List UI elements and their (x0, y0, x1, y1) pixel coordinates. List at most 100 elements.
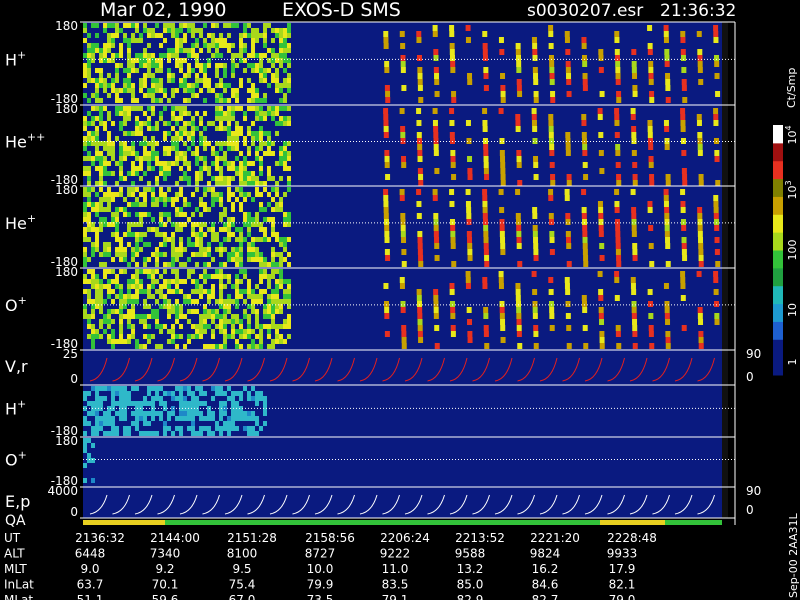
spectrogram-cell (231, 88, 235, 93)
spectrogram-cell (195, 156, 199, 161)
spectrogram-cell (147, 289, 151, 294)
spectrogram-cell (231, 416, 235, 421)
y-tick-label: -180 (51, 92, 78, 106)
spectrogram-cell (279, 28, 283, 33)
spectrogram-cell (99, 262, 103, 267)
spectrogram-cell (195, 386, 199, 391)
spectrogram-cell (243, 334, 247, 339)
spectrogram-cell (267, 48, 271, 53)
spectrogram-cell (465, 25, 471, 31)
spectrogram-cell (115, 217, 119, 222)
spectrogram-cell (255, 237, 259, 242)
spectrogram-cell (179, 314, 183, 319)
spectrogram-cell (582, 225, 588, 231)
spectrogram-cell (187, 111, 191, 116)
spectrogram-cell (99, 222, 103, 227)
spectrogram-cell (215, 324, 219, 329)
spectrogram-cell (83, 421, 87, 426)
spectrogram-cell (135, 284, 139, 289)
spectrogram-cell (566, 343, 572, 349)
spectrogram-cell (207, 83, 211, 88)
spectrogram-cell (263, 116, 267, 121)
spectrogram-cell (267, 304, 271, 309)
spectrogram-cell (99, 207, 103, 212)
spectrogram-cell (215, 166, 219, 171)
spectrogram-cell (215, 247, 219, 252)
spectrogram-cell (91, 401, 95, 406)
spectrogram-cell (565, 49, 571, 55)
spectrogram-cell (103, 58, 107, 63)
spectrogram-cell (95, 329, 99, 334)
spectrogram-cell (433, 219, 439, 225)
spectrogram-cell (127, 78, 131, 83)
spectrogram-cell (598, 150, 604, 156)
spectrogram-cell (259, 131, 263, 136)
spectrogram-cell (680, 126, 686, 132)
spectrogram-cell (95, 431, 99, 436)
spectrogram-cell (483, 225, 489, 231)
spectrogram-cell (400, 43, 406, 49)
spectrogram-cell (195, 78, 199, 83)
spectrogram-cell (599, 343, 605, 349)
spectrogram-cell (139, 237, 143, 242)
spectrogram-cell (275, 73, 279, 78)
spectrogram-cell (255, 181, 259, 186)
spectrogram-cell (287, 166, 291, 171)
spectrogram-cell (279, 279, 283, 284)
spectrogram-cell (103, 88, 107, 93)
spectrogram-cell (581, 207, 587, 213)
spectrogram-cell (433, 138, 439, 144)
spectrogram-cell (247, 232, 251, 237)
spectrogram-cell (449, 25, 455, 31)
spectrogram-cell (91, 78, 95, 83)
spectrogram-cell (183, 212, 187, 217)
spectrogram-cell (582, 162, 588, 168)
spectrogram-cell (223, 426, 227, 431)
spectrogram-cell (175, 38, 179, 43)
spectrogram-cell (127, 426, 131, 431)
spectrogram-cell (532, 67, 538, 73)
spectrogram-cell (163, 426, 167, 431)
spectrogram-cell (698, 261, 704, 267)
spectrogram-cell (147, 187, 151, 192)
spectrogram-cell (103, 141, 107, 146)
spectrogram-cell (83, 68, 87, 73)
spectrogram-cell (203, 329, 207, 334)
spectrogram-cell (714, 237, 720, 243)
spectrogram-cell (167, 262, 171, 267)
spectrogram-cell (139, 176, 143, 181)
spectrogram-cell (383, 31, 389, 37)
spectrogram-cell (663, 201, 669, 207)
spectrogram-cell (451, 91, 457, 97)
spectrogram-cell (219, 63, 223, 68)
table-cell: 83.5 (382, 578, 409, 592)
spectrogram-cell (175, 131, 179, 136)
spectrogram-cell (614, 201, 620, 207)
table-cell: 2221:20 (530, 531, 580, 545)
spectrogram-cell (263, 304, 267, 309)
spectrogram-cell (115, 136, 119, 141)
spectrogram-cell (499, 207, 505, 213)
spectrogram-cell (127, 319, 131, 324)
spectrogram-cell (203, 111, 207, 116)
spectrogram-cell (119, 339, 123, 344)
spectrogram-cell (203, 262, 207, 267)
spectrogram-cell (195, 237, 199, 242)
panel-edge (722, 437, 728, 487)
spectrogram-cell (598, 213, 604, 219)
panel-background (83, 437, 722, 487)
spectrogram-cell (127, 116, 131, 121)
spectrogram-cell (482, 201, 488, 207)
spectrogram-cell (143, 324, 147, 329)
spectrogram-cell (115, 391, 119, 396)
spectrogram-cell (199, 156, 203, 161)
spectrogram-cell (167, 299, 171, 304)
spectrogram-cell (515, 295, 521, 301)
spectrogram-cell (131, 88, 135, 93)
spectrogram-cell (175, 151, 179, 156)
spectrogram-cell (259, 207, 263, 212)
spectrogram-cell (103, 421, 107, 426)
spectrogram-cell (243, 136, 247, 141)
spectrogram-cell (500, 325, 506, 331)
spectrogram-cell (103, 23, 107, 28)
